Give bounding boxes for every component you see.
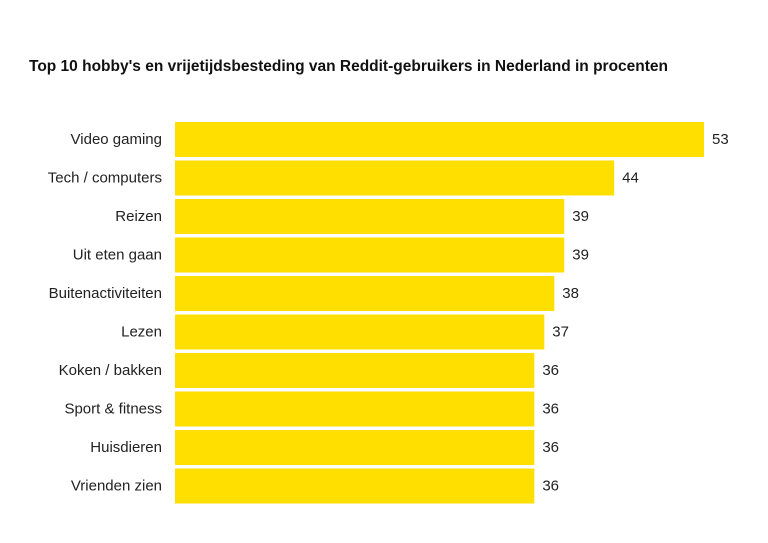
chart-title: Top 10 hobby's en vrijetijdsbesteding va…	[29, 58, 669, 75]
category-label-2: Reizen	[115, 208, 162, 225]
category-label-6: Koken / bakken	[59, 362, 162, 379]
bar-0	[175, 122, 704, 157]
bar-6	[175, 353, 535, 388]
bar-9	[175, 468, 535, 504]
value-label-5: 37	[552, 324, 569, 341]
bar-1	[175, 160, 615, 196]
value-label-9: 36	[542, 478, 559, 495]
category-label-8: Huisdieren	[90, 439, 162, 456]
value-label-4: 38	[562, 285, 579, 302]
value-label-3: 39	[572, 247, 589, 264]
value-label-6: 36	[542, 362, 559, 379]
value-label-7: 36	[542, 401, 559, 418]
bar-4	[175, 276, 555, 311]
value-label-8: 36	[542, 439, 559, 456]
value-label-2: 39	[572, 208, 589, 225]
category-label-1: Tech / computers	[48, 170, 162, 187]
category-label-4: Buitenactiviteiten	[49, 285, 162, 302]
category-label-5: Lezen	[121, 324, 162, 341]
bar-7	[175, 391, 535, 427]
value-label-0: 53	[712, 131, 729, 148]
value-label-1: 44	[622, 170, 639, 187]
category-label-3: Uit eten gaan	[73, 247, 162, 264]
bar-3	[175, 237, 565, 273]
category-label-0: Video gaming	[71, 131, 162, 148]
category-label-9: Vrienden zien	[71, 478, 162, 495]
bar-8	[175, 430, 535, 465]
category-label-7: Sport & fitness	[64, 401, 162, 418]
bar-2	[175, 199, 565, 234]
bar-5	[175, 314, 545, 350]
